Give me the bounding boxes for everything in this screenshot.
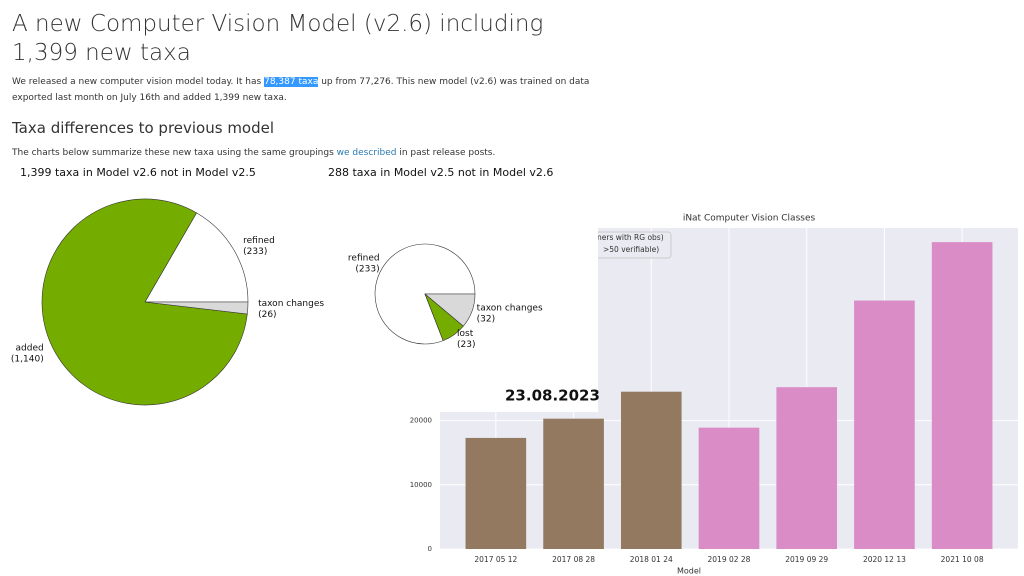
charts-text: The charts below summarize these new tax…: [12, 145, 495, 161]
slice-label: added: [16, 343, 44, 353]
x-tick-label: 2021 10 08: [941, 555, 984, 564]
intro: We released a new computer vision model …: [12, 74, 592, 106]
pie-slice: [144, 301, 249, 315]
overlay-date: 23.08.2023: [505, 387, 600, 405]
slice-value: (1,140): [11, 354, 44, 364]
slice-label: lost: [457, 329, 474, 339]
x-tick-label: 2020 12 13: [863, 555, 906, 564]
bar: [854, 300, 915, 549]
x-tick-label: 2018 01 24: [630, 555, 673, 564]
x-axis-label: Model: [677, 567, 701, 576]
text: in past release posts.: [396, 148, 496, 158]
subheading: Taxa differences to previous model: [12, 119, 275, 137]
y-tick-label: 10000: [410, 481, 432, 489]
x-tick-label: 2017 08 28: [552, 555, 595, 564]
slice-value: (233): [243, 247, 267, 257]
post-title: A new Computer Vision Model (v2.6) inclu…: [12, 11, 544, 66]
text: The charts below summarize these new tax…: [12, 148, 337, 158]
pie-title: 1,399 taxa in Model v2.6 not in Model v2…: [20, 166, 256, 179]
slice-value: (26): [258, 310, 276, 320]
bar: [620, 391, 682, 549]
bar: [776, 387, 838, 549]
slice-value: (23): [457, 340, 475, 350]
slice-value: (32): [477, 314, 495, 324]
intro-text: We released a new computer vision model …: [12, 77, 265, 87]
y-tick-label: 20000: [410, 417, 432, 425]
x-tick-label: 2019 09 29: [785, 555, 828, 564]
pie-slice: [144, 212, 249, 303]
y-tick-label: 0: [428, 545, 432, 553]
chart-title: iNat Computer Vision Classes: [683, 214, 816, 224]
bar: [698, 427, 760, 549]
bar: [931, 242, 993, 549]
slice-label: refined: [243, 236, 275, 246]
pie-slice: [424, 293, 476, 327]
pie-title: 288 taxa in Model v2.5 not in Model v2.6: [328, 166, 553, 179]
legend-text: ners with RG obs): [597, 233, 664, 242]
slice-label: refined: [348, 253, 380, 263]
slice-label: taxon changes: [477, 303, 543, 313]
slice-value: (233): [355, 264, 379, 274]
pie-slice: [41, 198, 248, 406]
intro-text: up from 77,276. This new model (v2.6) wa…: [12, 77, 590, 103]
highlight: 78,387 taxa: [264, 77, 319, 87]
bar: [543, 418, 604, 549]
x-tick-label: 2019 02 28: [708, 555, 751, 564]
link[interactable]: we described: [336, 148, 397, 158]
legend-text: >50 verifiable): [603, 245, 659, 254]
x-tick-label: 2017 05 12: [474, 555, 517, 564]
bar: [465, 437, 527, 549]
slice-label: taxon changes: [258, 299, 324, 309]
